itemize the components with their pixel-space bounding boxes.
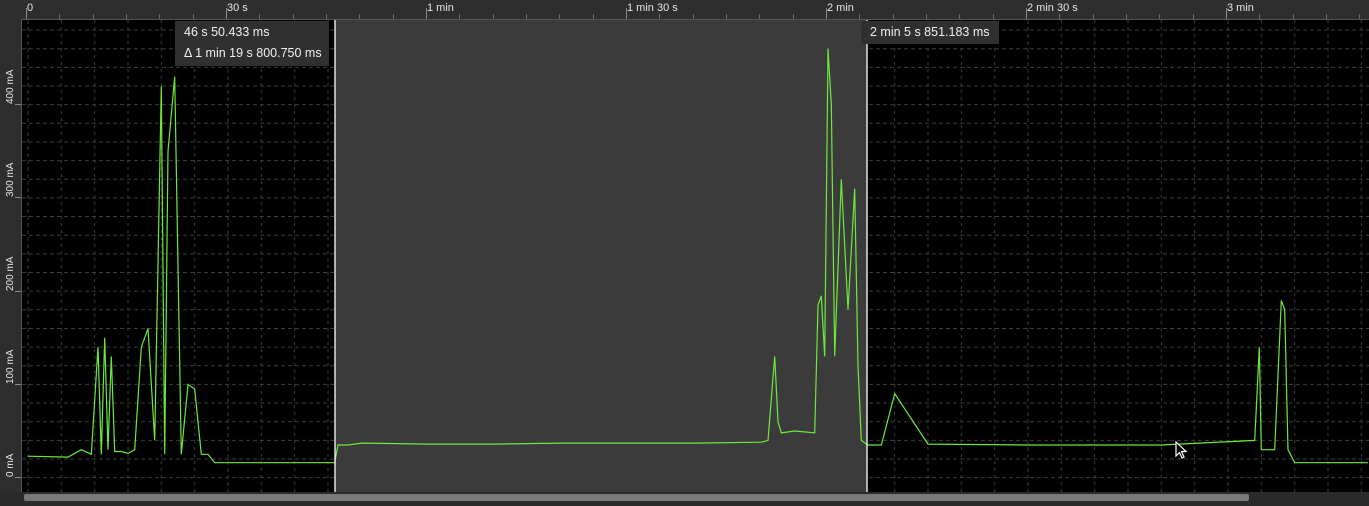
ruler-minor-tick [292, 14, 294, 19]
ruler-minor-tick [692, 14, 694, 19]
ruler-minor-tick [1126, 14, 1127, 19]
y-major-tick [15, 383, 21, 385]
scrollbar-thumb[interactable] [24, 494, 1249, 501]
ruler-tick-label: 0 [27, 2, 34, 14]
ruler-minor-tick [859, 14, 861, 19]
ruler-minor-tick [1292, 14, 1294, 19]
ruler-minor-tick [1192, 14, 1194, 19]
start-time-text: 46 s 50.433 ms [184, 25, 270, 39]
y-tick-label: 0 mA [5, 453, 16, 477]
ruler-minor-tick [326, 14, 327, 19]
ruler-minor-tick [459, 14, 461, 19]
ruler-major-tick [226, 8, 227, 19]
y-major-tick [15, 477, 21, 478]
end-marker-label: 2 min 5 s 851.183 ms [861, 21, 999, 44]
ruler-major-tick [826, 8, 827, 19]
ruler-minor-tick [759, 14, 761, 19]
ruler-minor-tick [526, 14, 527, 19]
ruler-minor-tick [259, 14, 261, 19]
ruler-minor-tick [92, 14, 94, 19]
ruler-minor-tick [559, 14, 561, 19]
ruler-minor-tick [1326, 14, 1327, 19]
ruler-major-tick [1226, 8, 1227, 19]
end-time-text: 2 min 5 s 851.183 ms [870, 25, 990, 39]
ruler-minor-tick [192, 14, 194, 19]
ruler-minor-tick [392, 14, 394, 19]
ruler-minor-tick [959, 14, 961, 19]
ruler-major-tick [26, 8, 27, 19]
current-axis: 0 mA 100 mA 200 mA 300 mA 400 mA [0, 19, 22, 492]
ruler-major-tick [1026, 8, 1027, 19]
ruler-tick-label: 30 s [227, 2, 248, 14]
ruler-minor-tick [592, 14, 594, 19]
ruler-tick-label: 3 min [1227, 2, 1254, 14]
ruler-tick-label: 2 min [827, 2, 854, 14]
ruler-minor-tick [1359, 14, 1361, 19]
ruler-minor-tick [1159, 14, 1161, 19]
ruler-minor-tick [659, 14, 661, 19]
y-tick-label: 200 mA [5, 256, 16, 291]
ruler-minor-tick [159, 14, 161, 19]
y-major-tick [15, 290, 21, 292]
ruler-minor-tick [992, 14, 994, 19]
ruler-minor-tick [1092, 14, 1094, 19]
time-ruler[interactable]: 0 30 s 1 min 1 min 30 s 2 min 2 min 30 s 3 min [0, 0, 1369, 20]
y-tick-label: 300 mA [5, 162, 16, 198]
ruler-minor-tick [792, 14, 794, 19]
ruler-minor-tick [59, 14, 61, 19]
y-major-tick [15, 104, 21, 105]
ruler-tick-label: 2 min 30 s [1027, 2, 1078, 14]
ruler-major-tick [626, 8, 627, 19]
ruler-minor-tick [892, 14, 894, 19]
delta-time-text: Δ 1 min 19 s 800.750 ms [184, 46, 322, 60]
ruler-minor-tick [1259, 14, 1261, 19]
y-tick-label: 100 mA [5, 349, 16, 384]
current-trace [27, 48, 1368, 464]
start-marker-label: 46 s 50.433 ms Δ 1 min 19 s 800.750 ms [175, 21, 329, 66]
ruler-minor-tick [926, 14, 927, 19]
ruler-minor-tick [1059, 14, 1061, 19]
selection-region[interactable] [335, 20, 867, 492]
ruler-minor-tick [359, 14, 361, 19]
mouse-pointer-icon [1175, 441, 1188, 459]
ruler-tick-label: 1 min 30 s [627, 2, 678, 14]
ruler-minor-tick [126, 14, 127, 19]
ruler-minor-tick [492, 14, 494, 19]
y-major-tick [15, 197, 21, 199]
ruler-minor-tick [726, 14, 727, 19]
ruler-major-tick [426, 8, 427, 19]
y-tick-label: 400 mA [5, 69, 16, 104]
current-plot-area[interactable] [22, 20, 1369, 492]
ruler-tick-label: 1 min [427, 2, 454, 14]
